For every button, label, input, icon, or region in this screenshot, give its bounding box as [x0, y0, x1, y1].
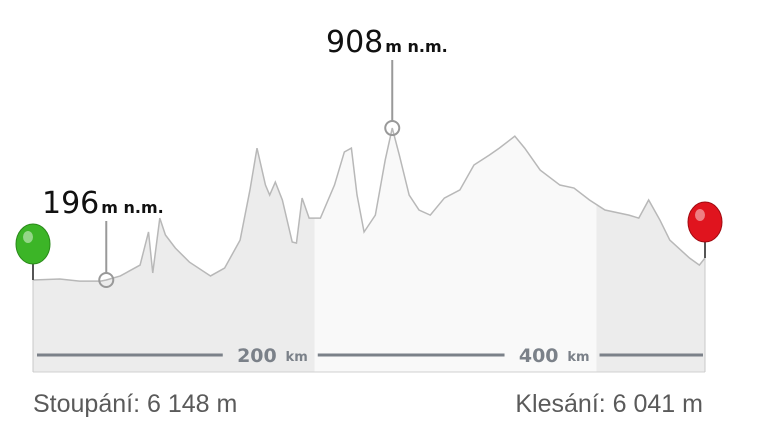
- max_marker-value: 908: [326, 25, 383, 60]
- x-tick-unit: km: [567, 350, 589, 365]
- start-pin-shine: [23, 231, 33, 244]
- end-pin: [687, 201, 723, 243]
- elevation-line: [32, 127, 706, 282]
- min_marker-point: [98, 272, 115, 289]
- max_marker-unit: m n.m.: [385, 37, 447, 56]
- descent: Klesání: 6 041 m: [515, 390, 703, 418]
- max_marker-point: [384, 120, 401, 137]
- band: [596, 128, 705, 372]
- x-tick-label: 400: [519, 345, 559, 367]
- end-pin-shine: [695, 209, 705, 222]
- x-tick-unit: km: [286, 350, 308, 365]
- min_marker-value: 196: [42, 186, 99, 221]
- ascent: Stoupání: 6 148 m: [33, 390, 237, 418]
- x-tick-label: 200: [237, 345, 277, 367]
- start-pin: [15, 223, 51, 265]
- min_marker-unit: m n.m.: [101, 198, 163, 217]
